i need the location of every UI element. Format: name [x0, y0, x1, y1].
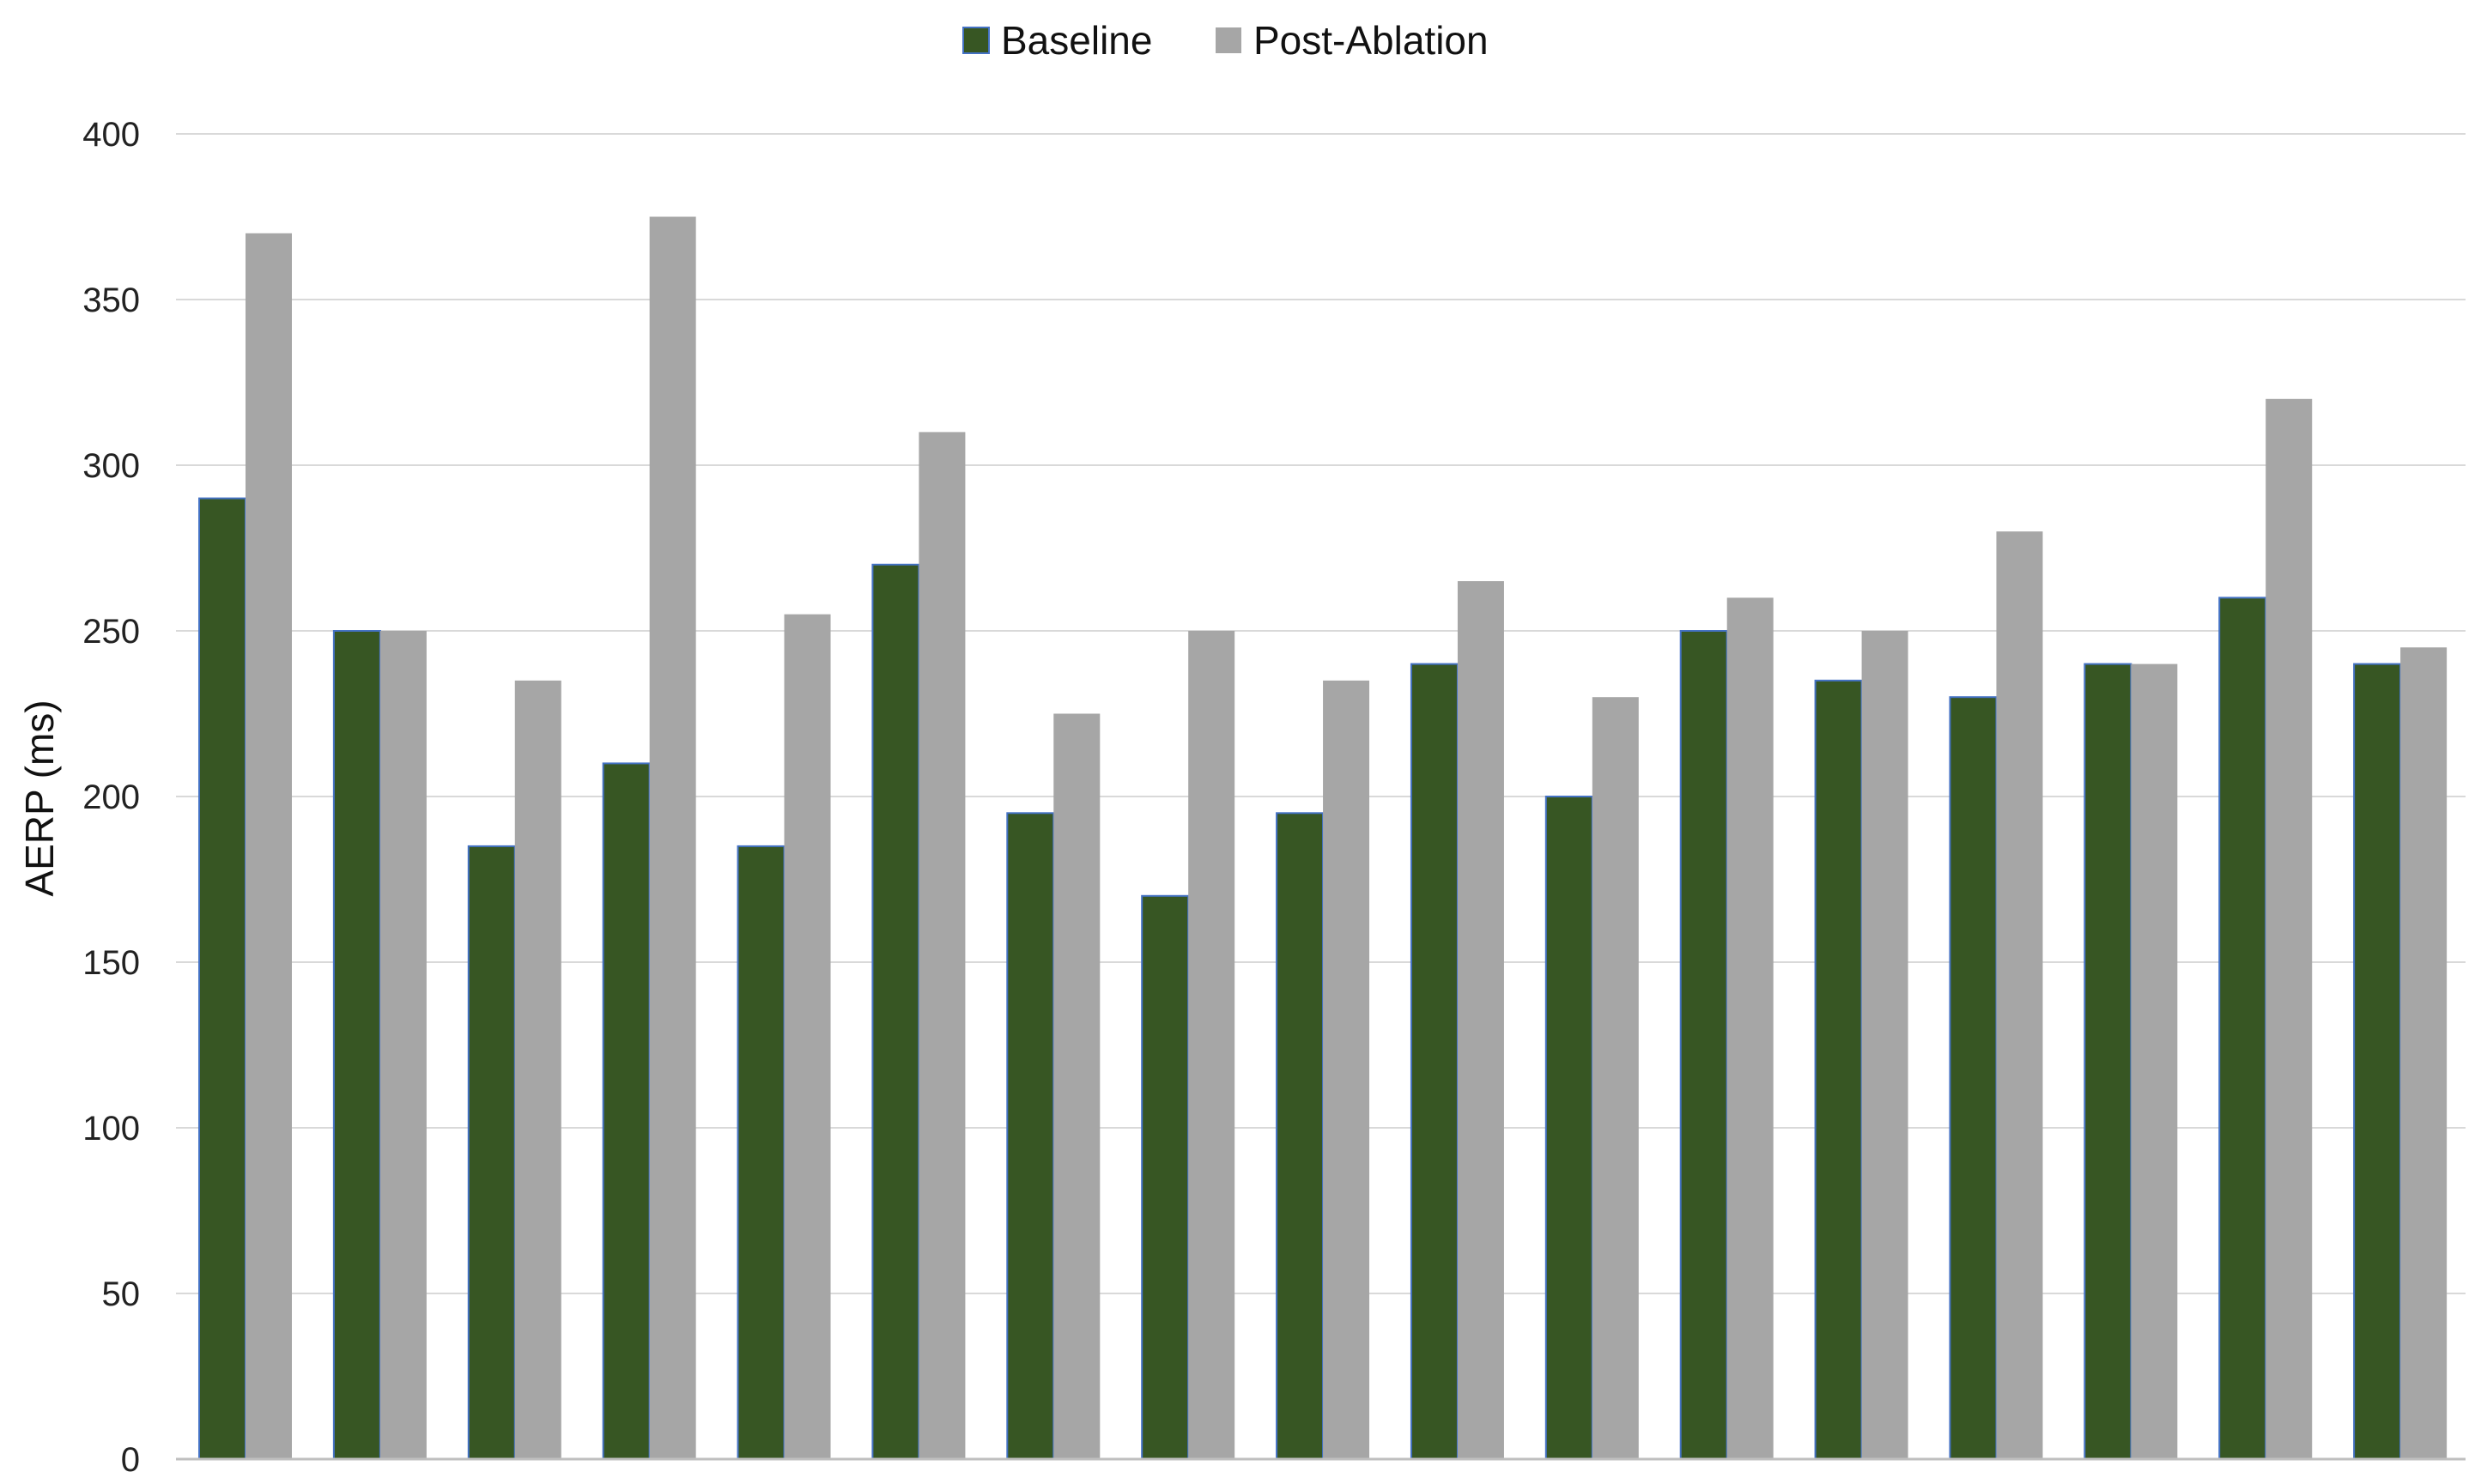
bar-baseline: [1544, 796, 1593, 1460]
legend-item-baseline: Baseline: [962, 18, 1152, 63]
bar-post-ablation: [1861, 631, 1908, 1459]
bar-baseline: [2084, 663, 2132, 1460]
bar-baseline: [1814, 679, 1863, 1460]
bar-baseline: [1006, 812, 1055, 1460]
bar-baseline: [871, 563, 920, 1460]
y-tick-label: 100: [82, 1110, 140, 1148]
bar-post-ablation: [2400, 647, 2448, 1459]
legend-label: Post-Ablation: [1253, 18, 1489, 63]
bar-baseline: [1410, 663, 1459, 1460]
bar-post-ablation: [649, 216, 696, 1459]
bar-baseline: [1679, 630, 1728, 1460]
bar-post-ablation: [1996, 531, 2043, 1460]
bar-post-ablation: [2266, 398, 2313, 1459]
bar-post-ablation: [2131, 663, 2178, 1459]
bar-baseline: [2218, 597, 2267, 1460]
bars: [198, 216, 2448, 1461]
bar-post-ablation: [1726, 597, 1774, 1459]
bar-baseline: [1141, 894, 1190, 1461]
y-tick-label: 300: [82, 447, 140, 485]
legend-label: Baseline: [1001, 18, 1152, 63]
legend-item-post-ablation: Post-Ablation: [1216, 18, 1489, 63]
bar-post-ablation: [1323, 680, 1370, 1459]
bar-baseline: [602, 762, 651, 1460]
bar-post-ablation: [784, 614, 831, 1459]
y-axis-tick-labels: 0 50 100 150 200 250 300 350 400: [82, 116, 140, 1479]
bar-post-ablation: [1592, 697, 1639, 1459]
legend-swatch: [962, 27, 990, 54]
bar-baseline: [467, 845, 516, 1460]
bar-baseline: [2353, 663, 2402, 1460]
y-tick-label: 50: [102, 1275, 141, 1313]
bar-post-ablation: [1188, 631, 1235, 1459]
bar-baseline: [737, 845, 786, 1460]
bar-baseline: [198, 497, 246, 1460]
bar-post-ablation: [246, 233, 292, 1459]
y-tick-label: 350: [82, 282, 140, 319]
y-axis-title: AERP (ms): [17, 700, 62, 896]
y-tick-label: 0: [121, 1441, 140, 1479]
bar-post-ablation: [919, 432, 966, 1459]
bar-post-ablation: [379, 631, 427, 1459]
bar-baseline: [1276, 812, 1325, 1460]
y-tick-label: 250: [82, 613, 140, 651]
legend: Baseline Post-Ablation: [962, 18, 1489, 63]
bar-post-ablation: [1053, 713, 1101, 1459]
bar-baseline: [1949, 696, 1998, 1460]
legend-swatch: [1216, 27, 1241, 53]
bar-baseline: [332, 630, 381, 1460]
bar-post-ablation: [1457, 581, 1504, 1459]
y-tick-label: 150: [82, 944, 140, 982]
y-tick-label: 200: [82, 778, 140, 816]
bar-post-ablation: [514, 680, 561, 1459]
y-tick-label: 400: [82, 116, 140, 154]
